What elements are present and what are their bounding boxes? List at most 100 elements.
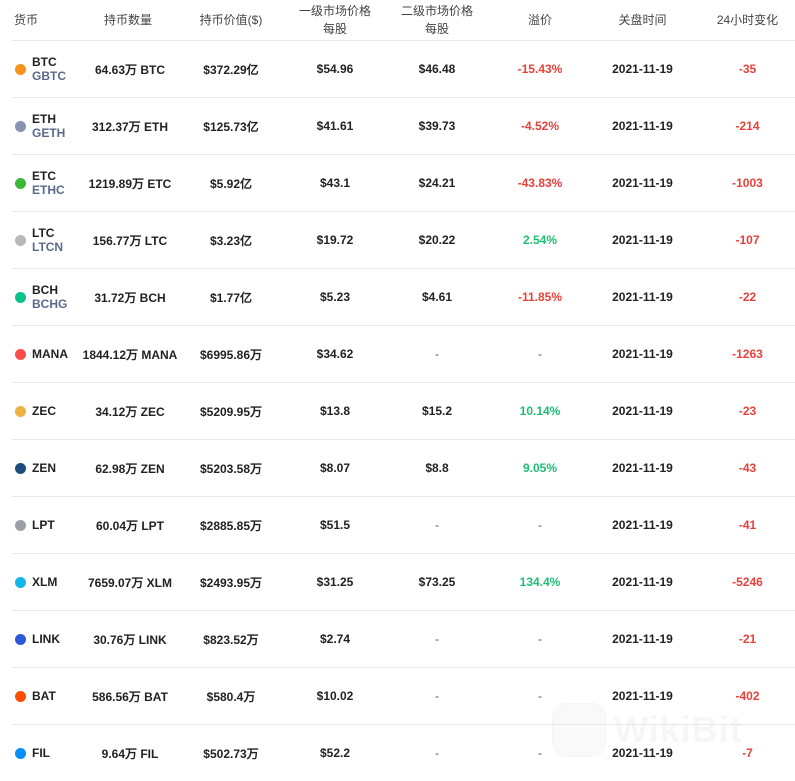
change-cell: -5246 bbox=[732, 575, 763, 589]
table-row[interactable]: LPT 60.04万 LPT $2885.85万 $51.5 - - 2021-11-19 -… bbox=[12, 496, 795, 553]
change-cell: -22 bbox=[738, 290, 757, 304]
coin-names: BAT bbox=[32, 689, 56, 703]
table-row[interactable]: MANA 1844.12万 MANA $6995.86万 $34.62 - - 2021-1… bbox=[12, 325, 795, 382]
watermark-text: WikiBit bbox=[614, 709, 743, 750]
value-cell: $502.73万 bbox=[203, 746, 259, 761]
coin-names: MANA bbox=[32, 347, 68, 361]
amount-cell: 1219.89万 ETC bbox=[88, 176, 172, 191]
table-row[interactable]: BTC GBTC 64.63万 BTC $372.29亿 $54.96 $46.48 -15… bbox=[12, 40, 795, 97]
stellar-icon bbox=[15, 576, 26, 588]
value-cell: $823.52万 bbox=[203, 632, 259, 647]
premium-cell: - bbox=[538, 347, 542, 361]
secondary-cell: - bbox=[435, 689, 439, 703]
value-cell: $5209.95万 bbox=[199, 404, 263, 419]
table-row[interactable]: LTC LTCN 156.77万 LTC $3.23亿 $19.72 $20.22 2.54… bbox=[12, 211, 795, 268]
header-change-24h-label: 24小时变化 bbox=[716, 13, 779, 27]
primary-cell: $51.5 bbox=[319, 518, 351, 532]
primary-cell: $8.07 bbox=[319, 461, 351, 475]
coin-cell[interactable]: XLM bbox=[12, 554, 57, 610]
date-cell: 2021-11-19 bbox=[612, 518, 673, 532]
header-premium: 溢价 bbox=[505, 0, 575, 40]
amount-cell: 586.56万 BAT bbox=[92, 689, 168, 704]
coin-names: XLM bbox=[32, 575, 57, 589]
coin-cell[interactable]: LTC LTCN bbox=[12, 212, 63, 268]
table-row[interactable]: ZEC 34.12万 ZEC $5209.95万 $13.8 $15.2 10.14% 20… bbox=[12, 382, 795, 439]
coin-cell[interactable]: ETC ETHC bbox=[12, 155, 65, 211]
amount-cell: 9.64万 FIL bbox=[101, 746, 159, 761]
premium-cell: -43.83% bbox=[517, 176, 563, 190]
coin-names: ETC ETHC bbox=[32, 169, 65, 197]
date-cell: 2021-11-19 bbox=[612, 575, 673, 589]
premium-cell: - bbox=[538, 518, 542, 532]
header-secondary-price-line2: 每股 bbox=[424, 22, 449, 36]
livepeer-icon bbox=[15, 519, 26, 531]
secondary-cell: $24.21 bbox=[418, 176, 456, 190]
coin-cell[interactable]: ETH GETH bbox=[12, 98, 65, 154]
amount-cell: 30.76万 LINK bbox=[93, 632, 167, 647]
coin-cell[interactable]: ZEC bbox=[12, 383, 56, 439]
coin-cell[interactable]: LINK bbox=[12, 611, 60, 667]
coin-names: LTC LTCN bbox=[32, 226, 63, 254]
table-row[interactable]: LINK 30.76万 LINK $823.52万 $2.74 - - 2021-11-19… bbox=[12, 610, 795, 667]
decentraland-icon bbox=[15, 348, 26, 360]
coin-names: ZEN bbox=[32, 461, 56, 475]
premium-cell: - bbox=[538, 689, 542, 703]
coin-symbol: LTC bbox=[32, 226, 55, 240]
trust-symbol: LTCN bbox=[32, 240, 64, 254]
date-cell: 2021-11-19 bbox=[612, 632, 673, 646]
coin-symbol: XLM bbox=[32, 575, 58, 589]
table-row[interactable]: ZEN 62.98万 ZEN $5203.58万 $8.07 $8.8 9.05% 2021… bbox=[12, 439, 795, 496]
premium-cell: - bbox=[538, 632, 542, 646]
table-header: 货币 持币数量 持币价值($) 一级市场价格 每股 二级市场价格 每股 溢价 关盘时… bbox=[0, 0, 795, 40]
table-row[interactable]: ETC ETHC 1219.89万 ETC $5.92亿 $43.1 $24.21 -43.… bbox=[12, 154, 795, 211]
secondary-cell: $20.22 bbox=[418, 233, 456, 247]
ethereum-icon bbox=[15, 120, 26, 132]
filecoin-icon bbox=[15, 747, 26, 759]
value-cell: $3.23亿 bbox=[209, 233, 253, 248]
coin-cell[interactable]: MANA bbox=[12, 326, 68, 382]
coin-cell[interactable]: BTC GBTC bbox=[12, 41, 66, 97]
coin-cell[interactable]: BCH BCHG bbox=[12, 269, 67, 325]
header-holdings-value-label: 持币价值($) bbox=[199, 13, 263, 27]
coin-cell[interactable]: ZEN bbox=[12, 440, 56, 496]
primary-cell: $10.02 bbox=[316, 689, 354, 703]
secondary-cell: $4.61 bbox=[421, 290, 453, 304]
trust-symbol: GETH bbox=[32, 126, 66, 140]
value-cell: $2885.85万 bbox=[199, 518, 263, 533]
premium-cell: -4.52% bbox=[520, 119, 560, 133]
table-row[interactable]: BCH BCHG 31.72万 BCH $1.77亿 $5.23 $4.61 -11.85%… bbox=[12, 268, 795, 325]
table-row[interactable]: ETH GETH 312.37万 ETH $125.73亿 $41.61 $39.73 -4… bbox=[12, 97, 795, 154]
table-row[interactable]: BAT 586.56万 BAT $580.4万 $10.02 - - 2021-11-19 -… bbox=[12, 667, 795, 724]
secondary-cell: $15.2 bbox=[421, 404, 453, 418]
coin-cell[interactable]: LPT bbox=[12, 497, 55, 553]
date-cell: 2021-11-19 bbox=[612, 290, 673, 304]
amount-cell: 7659.07万 XLM bbox=[87, 575, 173, 590]
coin-cell[interactable]: BAT bbox=[12, 668, 56, 724]
amount-cell: 156.77万 LTC bbox=[92, 233, 168, 248]
secondary-cell: - bbox=[435, 746, 439, 760]
change-cell: -214 bbox=[735, 119, 760, 133]
coin-cell[interactable]: FIL bbox=[12, 725, 50, 781]
header-primary-price-line1: 一级市场价格 bbox=[298, 4, 371, 18]
value-cell: $5.92亿 bbox=[209, 176, 253, 191]
table-row[interactable]: XLM 7659.07万 XLM $2493.95万 $31.25 $73.25 134.… bbox=[12, 553, 795, 610]
coin-names: ETH GETH bbox=[32, 112, 65, 140]
date-cell: 2021-11-19 bbox=[612, 62, 673, 76]
wikibit-logo-icon bbox=[552, 703, 606, 757]
primary-cell: $54.96 bbox=[316, 62, 354, 76]
primary-cell: $43.1 bbox=[319, 176, 351, 190]
amount-cell: 64.63万 BTC bbox=[94, 62, 166, 77]
coin-symbol: LPT bbox=[32, 518, 55, 532]
coin-symbol: MANA bbox=[32, 347, 68, 361]
amount-cell: 34.12万 ZEC bbox=[95, 404, 165, 419]
bitcoin-cash-icon bbox=[15, 291, 26, 303]
premium-cell: -11.85% bbox=[517, 290, 563, 304]
coin-names: BTC GBTC bbox=[32, 55, 66, 83]
premium-cell: 134.4% bbox=[519, 575, 561, 589]
coin-symbol: ZEN bbox=[32, 461, 56, 475]
secondary-cell: $39.73 bbox=[418, 119, 456, 133]
primary-cell: $5.23 bbox=[319, 290, 351, 304]
table-row[interactable]: FIL 9.64万 FIL $502.73万 $52.2 - - 2021-11-19 -7 bbox=[12, 724, 795, 781]
coin-symbol: LINK bbox=[32, 632, 60, 646]
primary-cell: $52.2 bbox=[319, 746, 351, 760]
